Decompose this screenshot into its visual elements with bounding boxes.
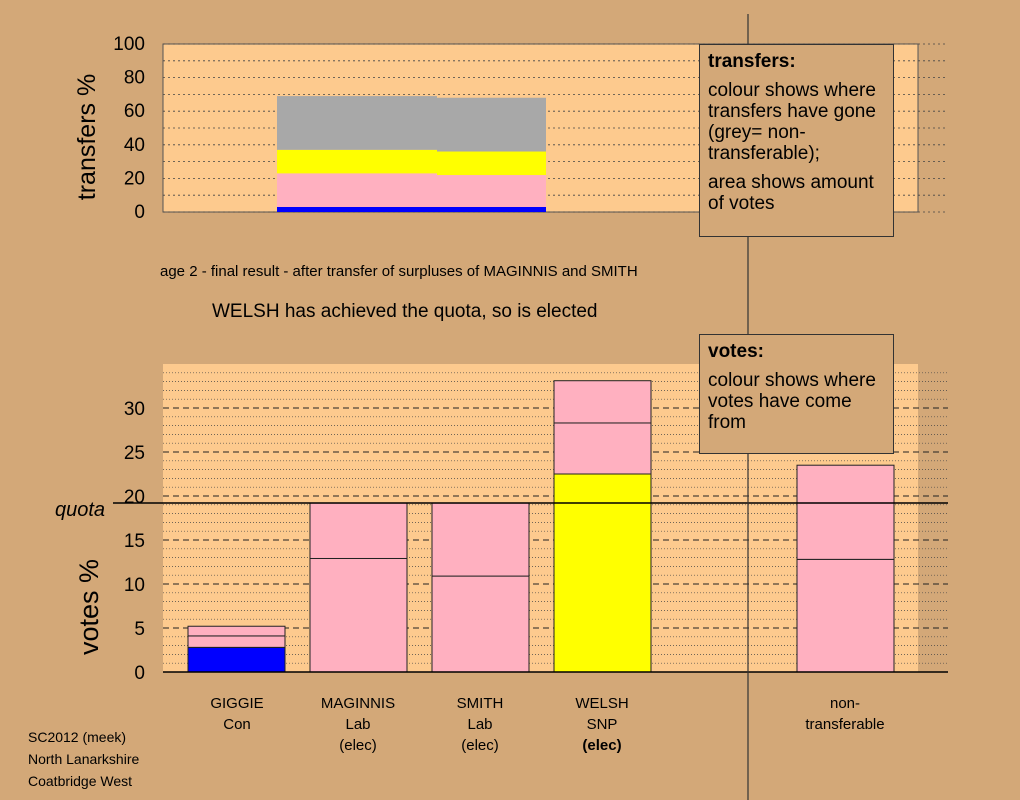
vote-segment	[309, 502, 408, 559]
candidate-party: Lab	[467, 716, 493, 733]
votes-legend-title: votes:	[708, 341, 764, 362]
votes-tick-label: 0	[134, 663, 145, 684]
transfers-legend-line2: area shows amount of votes	[708, 172, 874, 214]
transfer-segment	[437, 151, 546, 176]
transfer-segment	[437, 175, 546, 207]
candidate-party: Con	[223, 716, 251, 733]
transfers-tick-label: 80	[124, 68, 145, 89]
transfer-segment	[277, 149, 437, 174]
votes-legend-line1: colour shows where votes have come from	[708, 370, 876, 433]
candidate-party: SNP	[586, 716, 618, 733]
vote-segment	[187, 625, 286, 637]
vote-segment	[187, 635, 286, 648]
transfer-segment	[277, 96, 437, 150]
footer: SC2012 (meek) North Lanarkshire Coatbrid…	[28, 726, 139, 792]
footer-line3: Coatbridge West	[28, 773, 133, 789]
votes-axis-title: votes %	[74, 559, 104, 655]
candidate-party: Lab	[345, 716, 371, 733]
transfers-legend: transfers: colour shows where transfers …	[699, 44, 894, 237]
transfers-tick-label: 40	[124, 135, 145, 156]
candidate-name: SMITH	[456, 695, 504, 712]
transfers-axis-title: transfers %	[73, 74, 101, 200]
candidate-status: (elec)	[339, 737, 377, 754]
transfers-tick-label: 60	[124, 101, 145, 122]
vote-segment	[553, 473, 652, 673]
transfer-segment	[277, 206, 437, 212]
transfer-segment	[437, 206, 546, 212]
transfers-tick-label: 0	[134, 202, 145, 223]
candidate-label-non-transferable: non- transferable	[785, 693, 905, 735]
candidate-label-welsh: WELSH SNP (elec)	[542, 693, 662, 756]
transfer-segment	[277, 173, 437, 207]
vote-segment	[796, 558, 895, 673]
transfer-segment	[437, 97, 546, 152]
status-message: WELSH has achieved the quota, so is elec…	[212, 301, 598, 322]
votes-tick-label: 15	[124, 531, 145, 552]
vote-segment	[553, 422, 652, 475]
transfers-tick-label: 20	[124, 168, 145, 189]
vote-segment	[796, 464, 895, 560]
vote-segment	[187, 646, 286, 673]
transfers-legend-title: transfers:	[708, 51, 796, 72]
votes-tick-label: 30	[124, 399, 145, 420]
candidate-label-smith: SMITH Lab (elec)	[420, 693, 540, 756]
vote-segment	[309, 557, 408, 673]
transfers-tick-label: 100	[113, 34, 145, 55]
candidate-party: transferable	[805, 716, 885, 733]
transfers-legend-line1: colour shows where transfers have gone (…	[708, 80, 876, 164]
candidate-name: MAGINNIS	[320, 695, 396, 712]
candidate-status: (elec)	[582, 737, 622, 754]
candidate-status: (elec)	[461, 737, 499, 754]
candidate-name: WELSH	[575, 695, 629, 712]
footer-line2: North Lanarkshire	[28, 751, 140, 767]
candidate-label-giggie: GIGGIE Con	[177, 693, 297, 735]
candidate-name: GIGGIE	[210, 695, 264, 712]
footer-line1: SC2012 (meek)	[28, 729, 127, 745]
stage-caption: age 2 - final result - after transfer of…	[160, 263, 638, 280]
vote-segment	[431, 575, 530, 673]
votes-tick-label: 20	[124, 487, 145, 508]
candidate-name: non-	[829, 695, 861, 712]
candidate-label-maginnis: MAGINNIS Lab (elec)	[298, 693, 418, 756]
quota-label: quota	[55, 499, 105, 521]
vote-segment	[431, 502, 530, 577]
votes-legend: votes: colour shows where votes have com…	[699, 334, 894, 454]
votes-tick-label: 10	[124, 575, 145, 596]
vote-segment	[553, 380, 652, 424]
votes-tick-label: 5	[134, 619, 145, 640]
votes-tick-label: 25	[124, 443, 145, 464]
